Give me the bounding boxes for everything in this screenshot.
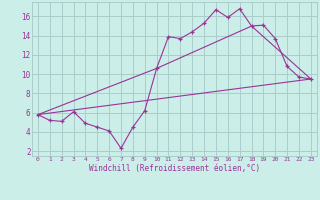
X-axis label: Windchill (Refroidissement éolien,°C): Windchill (Refroidissement éolien,°C): [89, 164, 260, 173]
